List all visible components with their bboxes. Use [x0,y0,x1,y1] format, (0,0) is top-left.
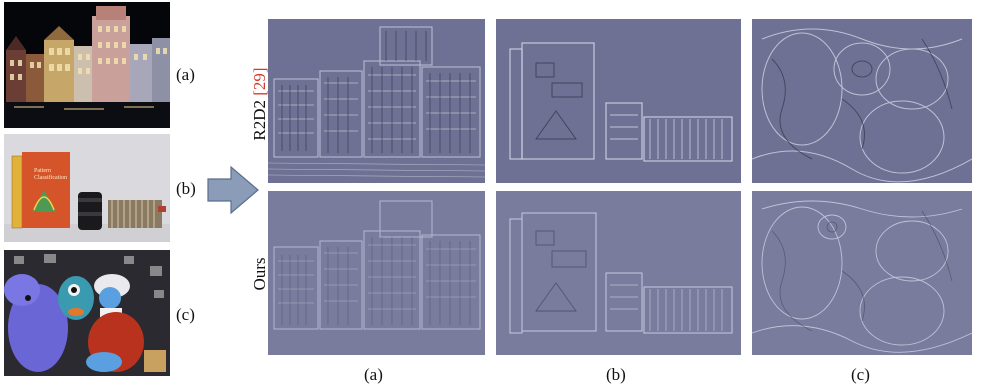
row-label-r2d2-text: R2D2 [250,95,269,141]
column-label-b: (b) [606,365,626,384]
input-image-c [4,250,170,376]
input-image-b: Pattern Classification [4,134,170,242]
map-r2d2-b [496,19,741,183]
input-image-a [4,2,170,128]
column-label-a: (a) [364,365,383,384]
map-ours-b [496,191,741,355]
citation-ref: 29 [250,73,269,91]
map-r2d2-c [752,19,972,183]
column-label-c: (c) [851,365,870,384]
input-label-b: (b) [176,179,196,198]
map-ours-c [752,191,972,355]
row-label-ours-text: Ours [250,257,269,291]
book-title-line-1: Pattern [34,168,51,174]
citation-open: [ [250,90,269,96]
row-label-r2d2: R2D2 [29] [250,24,270,184]
row-label-ours: Ours [250,234,270,314]
input-label-a: (a) [176,65,195,84]
map-r2d2-a [268,19,485,183]
map-ours-a [268,191,485,355]
right-arrow-icon [207,165,259,215]
citation-close: ] [250,67,269,74]
input-label-c: (c) [176,305,195,324]
book-title-line-2: Classification [34,174,67,181]
